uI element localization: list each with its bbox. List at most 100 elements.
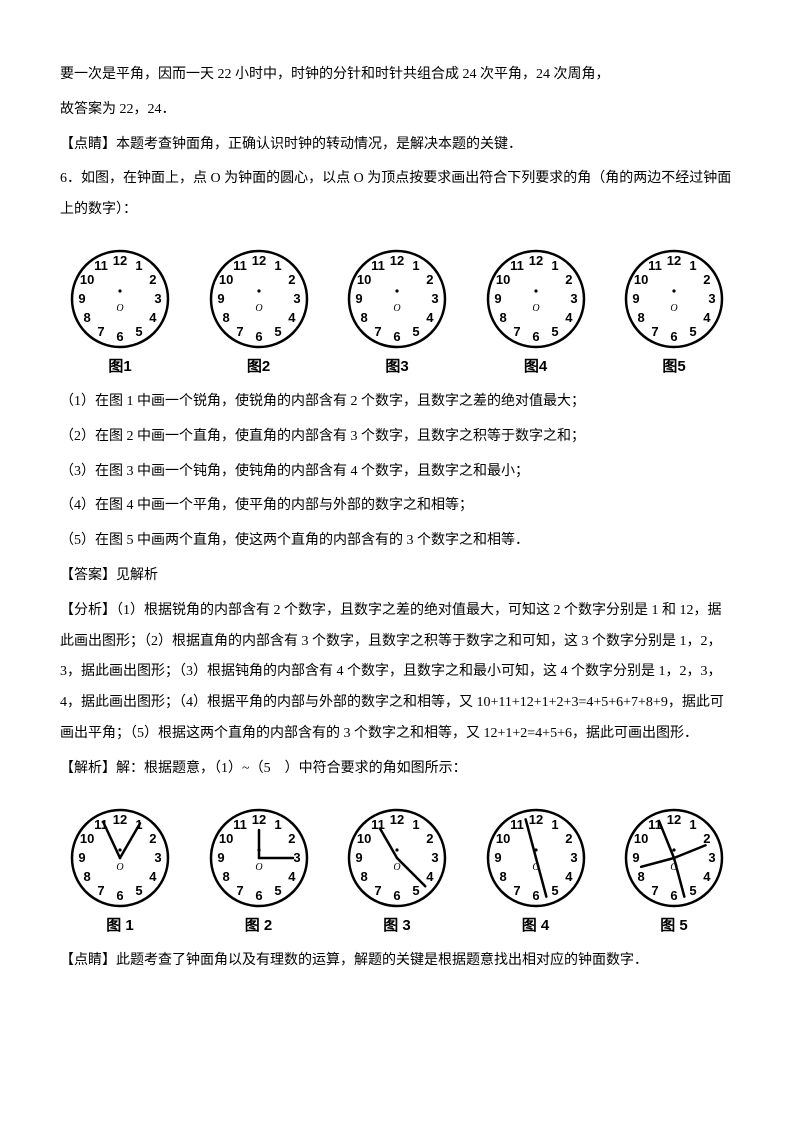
svg-text:5: 5 bbox=[412, 324, 419, 339]
svg-text:10: 10 bbox=[357, 272, 371, 287]
svg-text:12: 12 bbox=[528, 253, 542, 268]
svg-text:9: 9 bbox=[632, 291, 639, 306]
dianjing: 【点睛】此题考查了钟面角以及有理数的运算，解题的关键是根据题意找出相对应的钟面数… bbox=[60, 946, 734, 977]
clock-cell: 123456789101112O图5 bbox=[614, 244, 734, 377]
svg-text:7: 7 bbox=[513, 324, 520, 339]
clock-cell: 123456789101112O图2 bbox=[199, 244, 319, 377]
clock-icon: 123456789101112O bbox=[619, 803, 729, 913]
svg-text:7: 7 bbox=[374, 324, 381, 339]
question-item: （2）在图 2 中画一个直角，使直角的内部含有 3 个数字，且数字之积等于数字之… bbox=[60, 422, 734, 453]
svg-text:10: 10 bbox=[80, 272, 94, 287]
question-item: （5）在图 5 中画两个直角，使这两个直角的内部含有的 3 个数字之和相等． bbox=[60, 526, 734, 557]
svg-text:5: 5 bbox=[135, 882, 142, 897]
svg-text:11: 11 bbox=[510, 258, 524, 273]
svg-text:1: 1 bbox=[274, 817, 281, 832]
svg-text:12: 12 bbox=[251, 253, 265, 268]
svg-text:10: 10 bbox=[495, 272, 509, 287]
svg-text:2: 2 bbox=[703, 831, 710, 846]
svg-text:11: 11 bbox=[510, 817, 524, 832]
svg-text:3: 3 bbox=[154, 291, 161, 306]
svg-text:8: 8 bbox=[83, 869, 90, 884]
svg-text:6: 6 bbox=[116, 888, 123, 903]
svg-text:4: 4 bbox=[288, 869, 296, 884]
svg-text:1: 1 bbox=[551, 817, 558, 832]
svg-text:5: 5 bbox=[689, 882, 696, 897]
svg-text:10: 10 bbox=[218, 831, 232, 846]
svg-text:7: 7 bbox=[513, 882, 520, 897]
svg-text:9: 9 bbox=[632, 850, 639, 865]
svg-text:11: 11 bbox=[371, 258, 385, 273]
svg-text:O: O bbox=[255, 303, 262, 314]
clock-label: 图5 bbox=[662, 356, 685, 377]
answer-title: 【答案】见解析 bbox=[60, 561, 734, 592]
svg-text:3: 3 bbox=[293, 850, 300, 865]
clock-cell: 123456789101112O图 2 bbox=[199, 803, 319, 936]
svg-text:1: 1 bbox=[135, 258, 142, 273]
clock-label: 图1 bbox=[108, 356, 131, 377]
svg-text:11: 11 bbox=[233, 258, 247, 273]
question-item: （1）在图 1 中画一个锐角，使锐角的内部含有 2 个数字，且数字之差的绝对值最… bbox=[60, 387, 734, 418]
clock-cell: 123456789101112O图 1 bbox=[60, 803, 180, 936]
svg-text:9: 9 bbox=[494, 291, 501, 306]
svg-text:8: 8 bbox=[499, 310, 506, 325]
svg-text:12: 12 bbox=[113, 253, 127, 268]
svg-text:7: 7 bbox=[651, 324, 658, 339]
svg-text:12: 12 bbox=[251, 812, 265, 827]
svg-text:1: 1 bbox=[412, 817, 419, 832]
svg-text:7: 7 bbox=[651, 882, 658, 897]
svg-text:4: 4 bbox=[426, 310, 434, 325]
svg-text:3: 3 bbox=[708, 850, 715, 865]
svg-text:6: 6 bbox=[255, 888, 262, 903]
svg-text:1: 1 bbox=[689, 817, 696, 832]
svg-text:5: 5 bbox=[551, 882, 558, 897]
svg-text:3: 3 bbox=[431, 850, 438, 865]
svg-text:9: 9 bbox=[217, 291, 224, 306]
svg-text:1: 1 bbox=[689, 258, 696, 273]
clock-label: 图3 bbox=[385, 356, 408, 377]
svg-text:1: 1 bbox=[274, 258, 281, 273]
svg-text:5: 5 bbox=[551, 324, 558, 339]
svg-text:2: 2 bbox=[426, 831, 433, 846]
svg-text:5: 5 bbox=[274, 324, 281, 339]
svg-text:6: 6 bbox=[393, 329, 400, 344]
svg-text:3: 3 bbox=[708, 291, 715, 306]
svg-text:3: 3 bbox=[570, 291, 577, 306]
svg-text:10: 10 bbox=[80, 831, 94, 846]
svg-text:11: 11 bbox=[648, 258, 662, 273]
svg-text:6: 6 bbox=[532, 888, 539, 903]
svg-text:2: 2 bbox=[565, 831, 572, 846]
svg-text:7: 7 bbox=[374, 882, 381, 897]
clock-row-answer: 123456789101112O图 1123456789101112O图 212… bbox=[60, 803, 734, 936]
svg-text:8: 8 bbox=[83, 310, 90, 325]
svg-text:6: 6 bbox=[255, 329, 262, 344]
clock-label: 图4 bbox=[524, 356, 547, 377]
analysis: 【分析】（1）根据锐角的内部含有 2 个数字，且数字之差的绝对值最大，可知这 2… bbox=[60, 596, 734, 750]
svg-text:2: 2 bbox=[149, 272, 156, 287]
svg-text:9: 9 bbox=[78, 850, 85, 865]
clock-icon: 123456789101112O bbox=[204, 244, 314, 354]
clock-label: 图 3 bbox=[383, 915, 411, 936]
clock-label: 图 5 bbox=[660, 915, 688, 936]
svg-text:6: 6 bbox=[393, 888, 400, 903]
clock-icon: 123456789101112O bbox=[204, 803, 314, 913]
clock-icon: 123456789101112O bbox=[342, 244, 452, 354]
svg-text:3: 3 bbox=[570, 850, 577, 865]
svg-text:8: 8 bbox=[360, 310, 367, 325]
svg-text:11: 11 bbox=[233, 817, 247, 832]
svg-text:4: 4 bbox=[703, 869, 711, 884]
paragraph: 【点睛】本题考查钟面角，正确认识时钟的转动情况，是解决本题的关键． bbox=[60, 130, 734, 161]
clock-label: 图 4 bbox=[522, 915, 550, 936]
paragraph: 要一次是平角，因而一天 22 小时中，时钟的分针和时针共组合成 24 次平角，2… bbox=[60, 60, 734, 91]
svg-text:7: 7 bbox=[236, 324, 243, 339]
clock-row-question: 123456789101112O图1123456789101112O图21234… bbox=[60, 244, 734, 377]
svg-text:8: 8 bbox=[222, 310, 229, 325]
clock-label: 图2 bbox=[247, 356, 270, 377]
question-item: （4）在图 4 中画一个平角，使平角的内部与外部的数字之和相等； bbox=[60, 491, 734, 522]
svg-text:11: 11 bbox=[94, 258, 108, 273]
svg-text:2: 2 bbox=[703, 272, 710, 287]
svg-text:O: O bbox=[255, 862, 262, 873]
clock-cell: 123456789101112O图 5 bbox=[614, 803, 734, 936]
svg-text:6: 6 bbox=[670, 888, 677, 903]
svg-text:7: 7 bbox=[97, 324, 104, 339]
svg-text:2: 2 bbox=[426, 272, 433, 287]
